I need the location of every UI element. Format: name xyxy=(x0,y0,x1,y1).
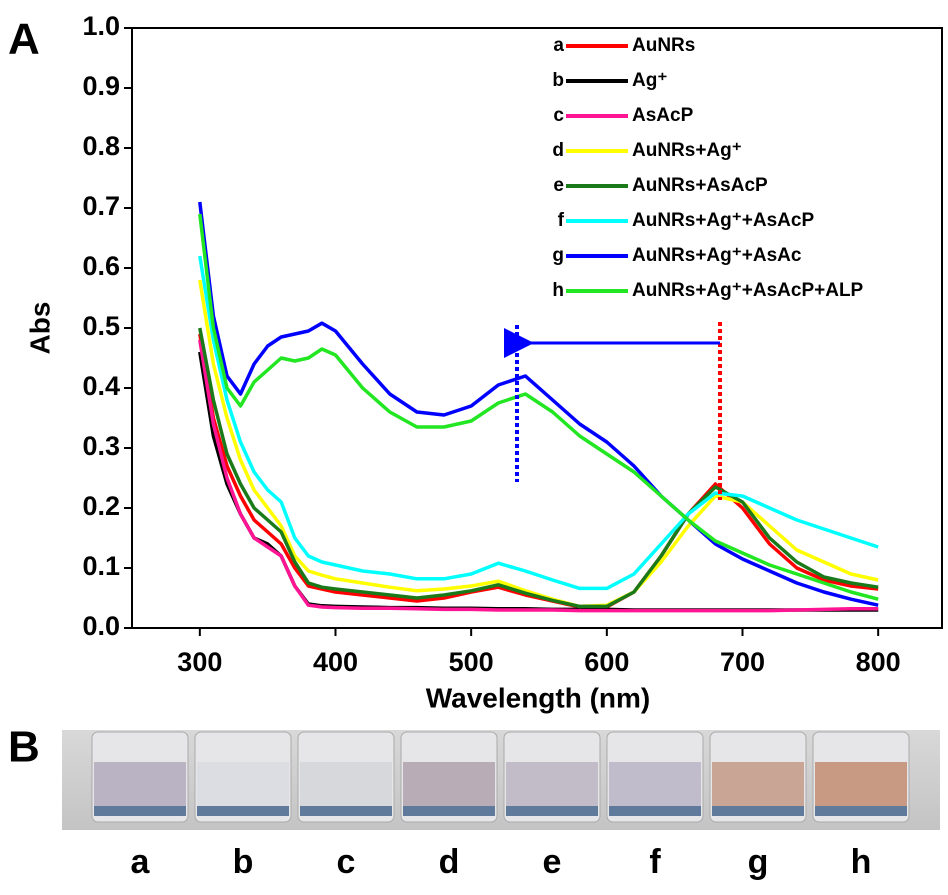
photo-background xyxy=(62,730,940,830)
panel-label: A xyxy=(8,15,40,64)
vial-liquid xyxy=(815,762,907,812)
y-axis-label: Abs xyxy=(24,302,55,355)
y-tick-label: 0.4 xyxy=(82,371,120,401)
series-line xyxy=(198,339,879,613)
x-tick-label: 400 xyxy=(313,647,358,677)
photo: a b c d e f g h xyxy=(62,730,940,881)
panel-label: B xyxy=(8,723,40,772)
vial-base xyxy=(94,806,186,816)
legend-letter: e xyxy=(553,175,564,196)
legend-letter: c xyxy=(553,105,564,126)
series-line xyxy=(198,255,879,591)
plot-area: 0.0 0.1 0.2 0.3 0.4 0.5 0.6 0.7 0.8 0.9 1.0 300 400 5… xyxy=(82,11,943,677)
y-tick-label: 0.3 xyxy=(82,431,120,461)
vial-label: e xyxy=(543,843,562,881)
legend-letter: f xyxy=(558,210,565,231)
vial-label: f xyxy=(649,843,661,881)
series-line xyxy=(198,279,879,609)
vial-label: a xyxy=(131,843,151,881)
legend-letter: d xyxy=(552,140,564,161)
vial-base xyxy=(403,806,495,816)
y-tick-label: 0.2 xyxy=(82,491,120,521)
vial-liquid xyxy=(300,762,392,812)
y-tick-label: 0.9 xyxy=(82,71,120,101)
legend-label: AuNRs+Ag⁺+AsAcP xyxy=(632,210,814,231)
vial-base xyxy=(506,806,598,816)
legend-letter: b xyxy=(552,70,564,91)
annotation xyxy=(504,322,722,500)
series-line xyxy=(198,327,879,609)
vial-label: c xyxy=(337,843,356,881)
legend-letter: g xyxy=(552,245,564,266)
y-tick-label: 0.1 xyxy=(82,551,120,581)
x-axis-label: Wavelength (nm) xyxy=(426,682,651,713)
legend-label: AsAcP xyxy=(632,105,694,126)
x-tick-label: 700 xyxy=(720,647,765,677)
vial-liquid xyxy=(712,762,804,812)
legend-letter: h xyxy=(552,280,564,301)
x-tick-label: 600 xyxy=(584,647,629,677)
y-tick-label: 0.7 xyxy=(82,191,120,221)
vial-liquid xyxy=(197,762,289,812)
vial-base xyxy=(815,806,907,816)
y-tick-label: 1.0 xyxy=(82,11,120,41)
legend-label: AuNRs+Ag⁺ xyxy=(632,140,742,161)
legend-label: AuNRs xyxy=(632,35,695,56)
series-line xyxy=(198,213,879,601)
y-tick-label: 0.0 xyxy=(82,611,120,641)
vial-base xyxy=(609,806,701,816)
x-tick-label: 800 xyxy=(856,647,901,677)
y-tick-label: 0.8 xyxy=(82,131,120,161)
series-line xyxy=(198,201,879,607)
legend-label: AuNRs+Ag⁺+AsAc xyxy=(632,245,802,266)
vial-base xyxy=(712,806,804,816)
y-tick-label: 0.5 xyxy=(82,311,120,341)
vial-label: d xyxy=(439,843,460,881)
vial-liquid xyxy=(506,762,598,812)
x-tick-label: 300 xyxy=(177,647,222,677)
legend-label: AuNRs+AsAcP xyxy=(632,175,768,196)
y-tick-label: 0.6 xyxy=(82,251,120,281)
vial-base xyxy=(300,806,392,816)
vial-label: b xyxy=(233,843,254,881)
vial-label: h xyxy=(851,843,872,881)
legend-label: Ag⁺ xyxy=(632,70,667,91)
vial-label: g xyxy=(748,843,769,881)
vial-liquid xyxy=(403,762,495,812)
vial-liquid xyxy=(609,762,701,812)
vial-base xyxy=(197,806,289,816)
vial-liquid xyxy=(94,762,186,812)
legend-letter: a xyxy=(553,35,564,56)
legend-label: AuNRs+Ag⁺+AsAcP+ALP xyxy=(632,280,864,301)
x-tick-label: 500 xyxy=(449,647,494,677)
